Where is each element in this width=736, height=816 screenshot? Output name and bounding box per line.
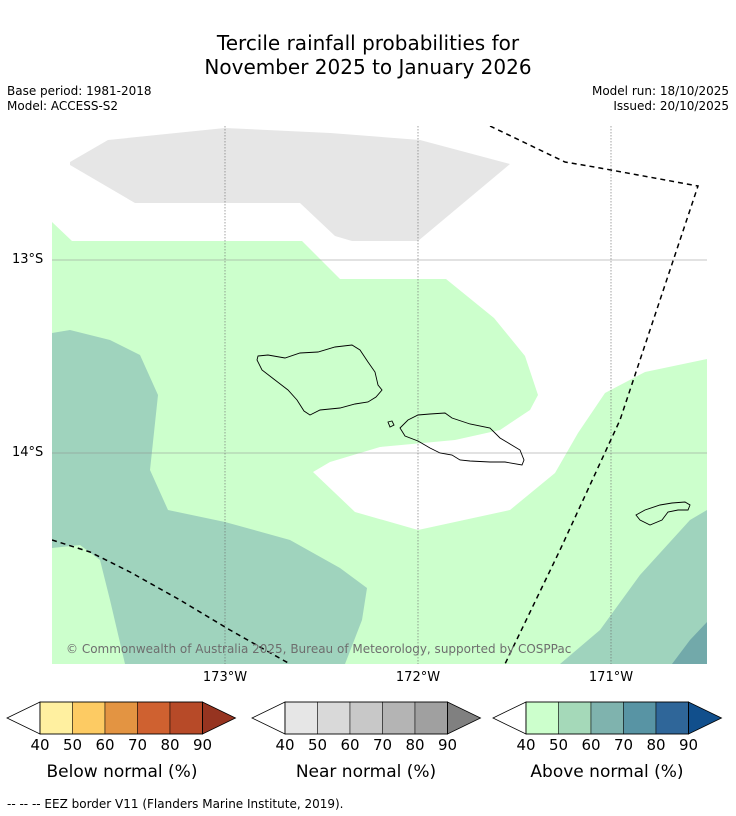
lat-label-14s: 14°S bbox=[12, 445, 44, 460]
colorbar-above-tick-80: 80 bbox=[646, 736, 665, 754]
title-line-1: Tercile rainfall probabilities for bbox=[216, 31, 520, 55]
lon-label-172w: 172°W bbox=[395, 670, 441, 685]
colorbar-near-outline bbox=[284, 701, 448, 735]
colorbar-below-segment-80 bbox=[169, 701, 203, 735]
colorbar-below-tick-80: 80 bbox=[160, 736, 179, 754]
legend-label-above: Above normal (%) bbox=[530, 762, 684, 782]
map-panel: © Commonwealth of Australia 2025, Bureau… bbox=[52, 126, 707, 664]
colorbar-below-segment-70 bbox=[137, 701, 171, 735]
lon-label-171w: 171°W bbox=[588, 670, 634, 685]
island-manono bbox=[387, 420, 395, 428]
colorbar-near-tick-50: 50 bbox=[308, 736, 327, 754]
colorbar-near-segment-40 bbox=[284, 701, 318, 735]
colorbar-below-segment-60 bbox=[104, 701, 138, 735]
colorbar-near-segment-50 bbox=[317, 701, 351, 735]
colorbar-below-tick-90: 90 bbox=[193, 736, 212, 754]
above-normal-50-region-east bbox=[560, 510, 707, 664]
base-period-text: Base period: 1981-2018 bbox=[7, 84, 152, 98]
colorbar-below: 40 50 60 70 80 90 bbox=[6, 701, 237, 754]
above-normal-60-region bbox=[672, 622, 707, 664]
colorbar-above: 40 50 60 70 80 90 bbox=[492, 701, 723, 754]
colorbar-near-tick-40: 40 bbox=[275, 736, 294, 754]
colorbar-above-segment-60 bbox=[590, 701, 624, 735]
colorbar-above-segment-50 bbox=[558, 701, 592, 735]
legend-label-near: Near normal (%) bbox=[295, 762, 437, 782]
legend-label-below: Below normal (%) bbox=[46, 762, 198, 782]
title-line-2: November 2025 to January 2026 bbox=[204, 55, 532, 79]
colorbar-near-segment-70 bbox=[382, 701, 416, 735]
colorbar-near-tick-60: 60 bbox=[340, 736, 359, 754]
island-savaii bbox=[256, 344, 383, 416]
colorbar-above-segment-80 bbox=[655, 701, 689, 735]
islands bbox=[256, 344, 691, 526]
model-run-text: Model run: 18/10/2025 bbox=[591, 84, 729, 98]
colorbar-below-tick-70: 70 bbox=[128, 736, 147, 754]
eez-footer-note: -- -- -- EEZ border V11 (Flanders Marine… bbox=[7, 797, 344, 811]
colorbar-near: 40 50 60 70 80 90 bbox=[251, 701, 482, 754]
colorbar-below-high-extension bbox=[202, 701, 237, 735]
colorbar-above-segment-70 bbox=[623, 701, 657, 735]
colorbar-below-tick-40: 40 bbox=[30, 736, 49, 754]
near-normal-region bbox=[70, 128, 510, 241]
gridlines bbox=[52, 126, 707, 664]
lon-label-173w: 173°W bbox=[202, 670, 248, 685]
colorbar-below-outline bbox=[39, 701, 203, 735]
meta-right: Model run: 18/10/2025 Issued: 20/10/2025 bbox=[592, 84, 729, 114]
island-tutuila bbox=[635, 501, 691, 526]
colorbar-above-tick-70: 70 bbox=[614, 736, 633, 754]
colorbar-near-tick-80: 80 bbox=[405, 736, 424, 754]
colorbar-above-tick-90: 90 bbox=[679, 736, 698, 754]
eez-borders bbox=[52, 126, 699, 664]
colorbar-above-low-extension bbox=[492, 701, 527, 735]
issued-text: Issued: 20/10/2025 bbox=[613, 99, 729, 113]
lat-label-13s: 13°S bbox=[12, 252, 44, 267]
colorbar-above-outline bbox=[525, 701, 689, 735]
colorbar-near-low-extension bbox=[251, 701, 286, 735]
map-title: Tercile rainfall probabilities for Novem… bbox=[0, 31, 736, 79]
meta-left: Base period: 1981-2018 Model: ACCESS-S2 bbox=[7, 84, 152, 114]
copyright-text: © Commonwealth of Australia 2025, Bureau… bbox=[66, 642, 571, 656]
colorbar-below-tick-60: 60 bbox=[95, 736, 114, 754]
colorbar-below-low-extension bbox=[6, 701, 41, 735]
colorbar-near-segment-80 bbox=[414, 701, 448, 735]
colorbar-near-high-extension bbox=[447, 701, 482, 735]
model-text: Model: ACCESS-S2 bbox=[7, 99, 119, 113]
colorbar-above-segment-40 bbox=[525, 701, 559, 735]
island-upolu bbox=[399, 412, 525, 466]
legend-colorbars: 40 50 60 70 80 90 40 50 60 70 80 90 40 50 60 70 80 90 bbox=[6, 701, 723, 754]
colorbar-above-tick-60: 60 bbox=[581, 736, 600, 754]
colorbar-near-tick-70: 70 bbox=[373, 736, 392, 754]
colorbar-above-high-extension bbox=[688, 701, 723, 735]
colorbar-below-segment-40 bbox=[39, 701, 73, 735]
colorbar-near-segment-60 bbox=[349, 701, 383, 735]
colorbar-near-tick-90: 90 bbox=[438, 736, 457, 754]
colorbar-below-tick-50: 50 bbox=[63, 736, 82, 754]
above-normal-50-region-west bbox=[52, 330, 367, 664]
colorbar-above-tick-40: 40 bbox=[516, 736, 535, 754]
colorbar-above-tick-50: 50 bbox=[549, 736, 568, 754]
colorbar-below-segment-50 bbox=[72, 701, 106, 735]
